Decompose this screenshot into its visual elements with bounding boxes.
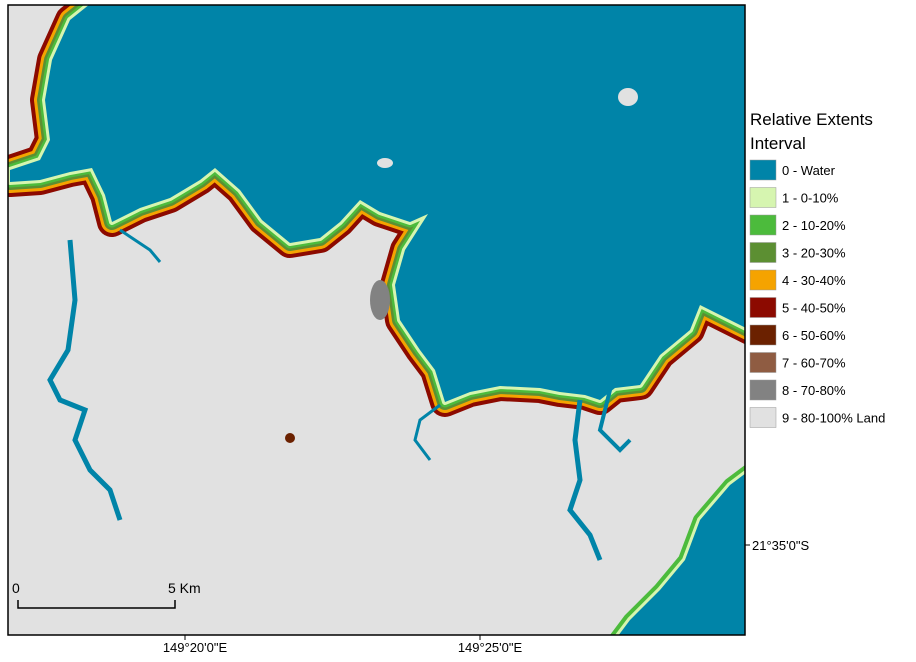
legend-label: 2 - 10-20% xyxy=(782,218,846,233)
longitude-label: 149°25'0"E xyxy=(458,640,523,655)
legend-label: 0 - Water xyxy=(782,163,836,178)
scale-end: 5 Km xyxy=(168,580,201,596)
river xyxy=(47,239,123,521)
legend-swatch xyxy=(749,214,777,236)
legend-label: 1 - 0-10% xyxy=(782,191,839,206)
river xyxy=(413,403,441,461)
longitude-label: 149°20'0"E xyxy=(163,640,228,655)
legend-swatch xyxy=(749,324,777,346)
legend-title: Interval xyxy=(750,134,806,153)
legend-swatch xyxy=(749,297,777,318)
patch xyxy=(370,280,390,320)
scale-line xyxy=(17,600,176,609)
legend: 0 - Water 1 - 0-10% 2 - 10-20% 3 - 20-30% 4 … xyxy=(749,159,885,428)
legend-swatch xyxy=(749,352,777,373)
legend-swatch xyxy=(749,379,777,401)
legend-label: 8 - 70-80% xyxy=(782,383,846,398)
patch xyxy=(285,433,295,443)
water xyxy=(618,473,745,635)
scale-start: 0 xyxy=(12,580,20,596)
legend-label: 3 - 20-30% xyxy=(782,246,846,261)
island xyxy=(618,88,638,106)
legend-swatch xyxy=(749,269,777,291)
river xyxy=(597,389,632,453)
island xyxy=(377,158,393,168)
river xyxy=(567,399,603,561)
ticks xyxy=(184,544,750,640)
legend-swatch xyxy=(749,242,777,263)
water xyxy=(10,5,745,402)
map-area xyxy=(8,5,745,635)
river xyxy=(119,228,162,263)
legend-label: 9 - 80-100% Land xyxy=(782,411,885,426)
rivers xyxy=(47,228,632,561)
legend-swatch xyxy=(749,159,777,181)
map-frame xyxy=(7,4,746,636)
legend-label: 4 - 30-40% xyxy=(782,273,846,288)
legend-label: 7 - 60-70% xyxy=(782,356,846,371)
scale-bar: 0 5 Km xyxy=(12,580,201,609)
legend-label: 5 - 40-50% xyxy=(782,301,846,316)
legend-swatch xyxy=(749,407,777,428)
latitude-label: 21°35'0"S xyxy=(752,538,809,553)
legend-swatch xyxy=(749,187,777,208)
legend-label: 6 - 50-60% xyxy=(782,328,846,343)
legend-title: Relative Extents xyxy=(750,110,873,129)
